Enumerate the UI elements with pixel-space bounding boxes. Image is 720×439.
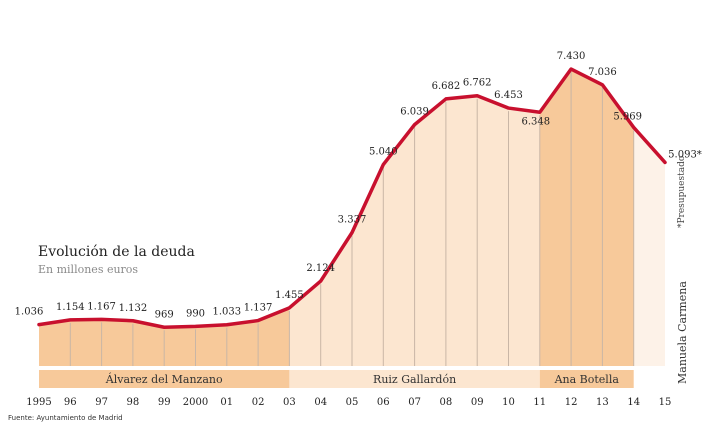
- source-note: Fuente: Ayuntamiento de Madrid: [8, 414, 123, 422]
- debt-series: [37, 67, 667, 330]
- x-tick-label-16: 11: [533, 397, 546, 408]
- x-tick-label-11: 06: [377, 397, 390, 408]
- period-area-2: [539, 69, 634, 366]
- value-label-1: 1.154: [56, 302, 85, 313]
- value-label-8: 1.455: [275, 290, 304, 301]
- chart-subtitle: En millones euros: [38, 263, 138, 276]
- value-label-10: 3.337: [338, 215, 367, 226]
- value-label-20: 5.093*: [668, 149, 702, 160]
- value-label-19: 5.969: [613, 111, 642, 122]
- value-label-17: 7.430: [557, 51, 586, 62]
- period-label-1: Ruiz Gallardón: [373, 373, 456, 386]
- period-band-2: [539, 370, 634, 388]
- value-label-6: 1.033: [212, 307, 241, 318]
- x-tick-label-7: 02: [252, 397, 265, 408]
- x-tick-label-0: 1995: [26, 397, 51, 408]
- value-label-2: 1.167: [87, 301, 116, 312]
- x-tick-label-18: 13: [596, 397, 609, 408]
- value-label-9: 2.124: [306, 263, 335, 274]
- value-label-11: 5.040: [369, 147, 398, 158]
- value-label-7: 1.137: [244, 303, 273, 314]
- value-labels: 1.036 1.154 1.167 1.132 969 990 1.033 1.1371.45…: [15, 51, 702, 320]
- period-bands: Álvarez del Manzano Ruiz Gallardón Ana Bot…: [39, 370, 634, 388]
- x-tick-label-19: 14: [627, 397, 640, 408]
- period-band-1: [289, 370, 540, 388]
- value-label-12: 6.039: [400, 107, 429, 118]
- x-tick-label-14: 09: [471, 397, 484, 408]
- period-band-0: [39, 370, 290, 388]
- x-tick-label-1: 96: [64, 397, 77, 408]
- x-tick-label-9: 04: [314, 397, 327, 408]
- x-axis-labels: 1995 96 97 98 99 2000 01 02 03 04 05 06 07 08 09 10 11 12…: [26, 397, 671, 408]
- x-tick-label-4: 99: [158, 397, 171, 408]
- chart-title: Evolución de la deuda: [38, 244, 195, 260]
- x-tick-label-8: 03: [283, 397, 296, 408]
- x-tick-label-20: 15: [659, 397, 672, 408]
- value-label-5: 990: [186, 308, 205, 319]
- x-tick-label-17: 12: [565, 397, 578, 408]
- period-label-carmena: Manuela Carmena: [676, 281, 689, 384]
- value-label-16: 6.348: [521, 116, 550, 127]
- period-label-0: Álvarez del Manzano: [105, 372, 223, 386]
- value-label-0: 1.036: [15, 307, 44, 318]
- value-label-14: 6.762: [463, 78, 492, 89]
- period-label-2: Ana Botella: [554, 373, 620, 386]
- value-label-18: 7.036: [588, 67, 617, 78]
- value-label-4: 969: [155, 309, 174, 320]
- x-tick-label-10: 05: [346, 397, 359, 408]
- period-area-carmena-extra: [633, 129, 665, 366]
- value-label-15: 6.453: [494, 90, 523, 101]
- x-tick-label-6: 01: [220, 397, 233, 408]
- x-tick-label-5: 2000: [183, 397, 208, 408]
- debt-line: [37, 67, 667, 330]
- value-label-13: 6.682: [432, 81, 461, 92]
- x-tick-label-3: 98: [127, 397, 140, 408]
- x-tick-label-13: 08: [440, 397, 453, 408]
- x-tick-label-12: 07: [408, 397, 421, 408]
- budget-annotation: *Presupuestado: [677, 156, 687, 228]
- x-tick-label-2: 97: [95, 397, 108, 408]
- value-label-3: 1.132: [119, 303, 148, 314]
- period-backgrounds: [39, 69, 665, 366]
- x-tick-label-15: 10: [502, 397, 515, 408]
- year-tick-lines: [69, 72, 635, 366]
